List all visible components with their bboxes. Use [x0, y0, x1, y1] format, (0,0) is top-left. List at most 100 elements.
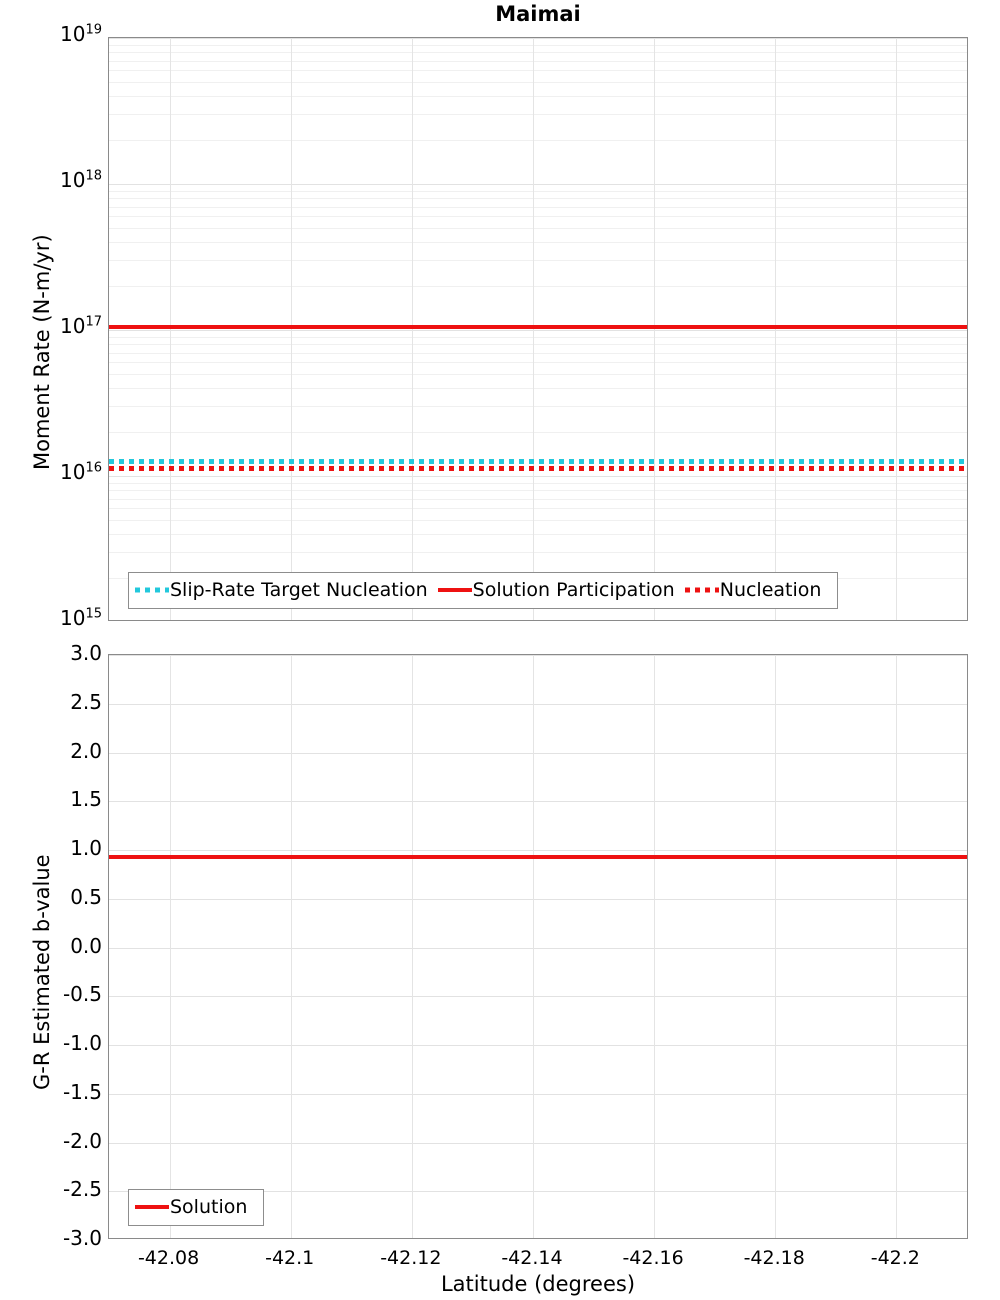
y-tick-label: -2.5	[62, 1177, 102, 1202]
top-y-axis-label: Moment Rate (N-m/yr)	[30, 234, 54, 470]
series-line	[109, 324, 967, 329]
legend-entry[interactable]: Nucleation	[684, 579, 832, 601]
gridline-vertical	[169, 655, 171, 1238]
gridline-vertical	[532, 655, 534, 1238]
gridline-major	[109, 655, 967, 656]
gridline-vertical	[532, 38, 534, 620]
gridline-minor	[109, 52, 967, 54]
gridline-vertical	[654, 655, 656, 1238]
x-tick-label: -42.14	[501, 1247, 563, 1269]
legend-line-swatch-icon	[135, 583, 169, 597]
series-line	[109, 466, 967, 472]
gridline-minor	[109, 508, 967, 510]
gridline-major	[109, 898, 967, 900]
gridline-minor	[109, 60, 967, 62]
gridline-minor	[109, 534, 967, 536]
legend-entry[interactable]: Solution	[135, 1196, 257, 1218]
gridline-major	[109, 947, 967, 949]
gridline-minor	[109, 81, 967, 83]
legend-line-swatch-icon	[135, 1200, 169, 1214]
legend-line-swatch-icon	[437, 583, 472, 597]
x-tick-label: -42.2	[870, 1247, 920, 1269]
bottom-legend[interactable]: Solution	[128, 1189, 265, 1226]
y-tick-label: 1019	[60, 22, 102, 46]
gridline-vertical	[896, 38, 898, 620]
y-tick-label: 2.5	[70, 689, 102, 714]
gridline-vertical	[896, 655, 898, 1238]
legend-line-swatch-icon	[684, 583, 719, 597]
moment-rate-plot-area	[108, 37, 968, 621]
gridline-minor	[109, 344, 967, 346]
gridline-minor	[109, 373, 967, 375]
gridline-minor	[109, 432, 967, 434]
top-gridlines	[109, 38, 967, 620]
gridline-major	[109, 850, 967, 851]
bottom-y-axis-label: G-R Estimated b-value	[30, 854, 54, 1090]
gridline-minor	[109, 498, 967, 500]
gridline-minor	[109, 406, 967, 408]
legend-entry[interactable]: Solution Participation	[437, 579, 685, 601]
gridline-vertical	[775, 38, 777, 620]
gridline-minor	[109, 242, 967, 244]
series-line	[109, 854, 967, 859]
bottom-x-axis-label: Latitude (degrees)	[440, 1272, 636, 1296]
legend-label: Nucleation	[719, 579, 822, 601]
gridline-minor	[109, 96, 967, 98]
x-tick-label: -42.18	[743, 1247, 805, 1269]
b-value-plot-area	[108, 654, 968, 1239]
gridline-vertical	[290, 655, 292, 1238]
y-tick-label: -0.5	[62, 982, 102, 1007]
gridline-minor	[109, 490, 967, 492]
gridline-minor	[109, 482, 967, 484]
gridline-major	[109, 184, 967, 185]
x-tick-label: -42.1	[265, 1247, 315, 1269]
gridline-vertical	[411, 655, 413, 1238]
y-tick-label: 1.5	[70, 787, 102, 812]
x-tick-label: -42.12	[380, 1247, 442, 1269]
gridline-major	[109, 330, 967, 331]
gridline-minor	[109, 70, 967, 72]
gridline-major	[109, 1093, 967, 1095]
y-tick-label: 0.5	[70, 884, 102, 909]
bottom-gridlines	[109, 655, 967, 1238]
bottom-data-series	[109, 655, 967, 1238]
gridline-major	[109, 38, 967, 39]
top-data-series	[109, 38, 967, 620]
y-tick-label: -3.0	[62, 1226, 102, 1250]
y-tick-label: 1.0	[70, 836, 102, 860]
series-line	[109, 459, 967, 465]
x-tick-label: -42.08	[137, 1247, 200, 1269]
y-tick-label: -1.5	[62, 1079, 102, 1104]
y-tick-label: 1018	[60, 168, 102, 192]
gridline-vertical	[169, 38, 171, 620]
gridline-major	[109, 996, 967, 998]
gridline-minor	[109, 286, 967, 288]
legend-label: Slip-Rate Target Nucleation	[170, 579, 428, 601]
top-legend[interactable]: Slip-Rate Target Nucleation Solution Part…	[128, 572, 839, 609]
y-tick-label: 1017	[60, 314, 102, 338]
y-tick-label: 1015	[60, 606, 102, 630]
gridline-vertical	[654, 38, 656, 620]
gridline-major	[109, 1142, 967, 1144]
y-tick-label: -1.0	[62, 1031, 102, 1055]
gridline-minor	[109, 362, 967, 364]
gridline-minor	[109, 352, 967, 354]
gridline-minor	[109, 190, 967, 192]
gridline-minor	[109, 114, 967, 116]
gridline-minor	[109, 519, 967, 521]
gridline-minor	[109, 198, 967, 200]
gridline-minor	[109, 140, 967, 142]
y-tick-label: -2.0	[62, 1128, 102, 1153]
gridline-major	[109, 476, 967, 477]
y-tick-label: 0.0	[70, 933, 102, 958]
legend-entry[interactable]: Slip-Rate Target Nucleation	[135, 579, 438, 601]
gridline-minor	[109, 336, 967, 338]
gridline-vertical	[411, 38, 413, 620]
legend-label: Solution	[170, 1196, 248, 1218]
gridline-minor	[109, 552, 967, 554]
y-tick-label: 3.0	[70, 641, 102, 665]
page-title: Maimai	[495, 2, 581, 26]
gridline-minor	[109, 388, 967, 390]
gridline-minor	[109, 44, 967, 46]
